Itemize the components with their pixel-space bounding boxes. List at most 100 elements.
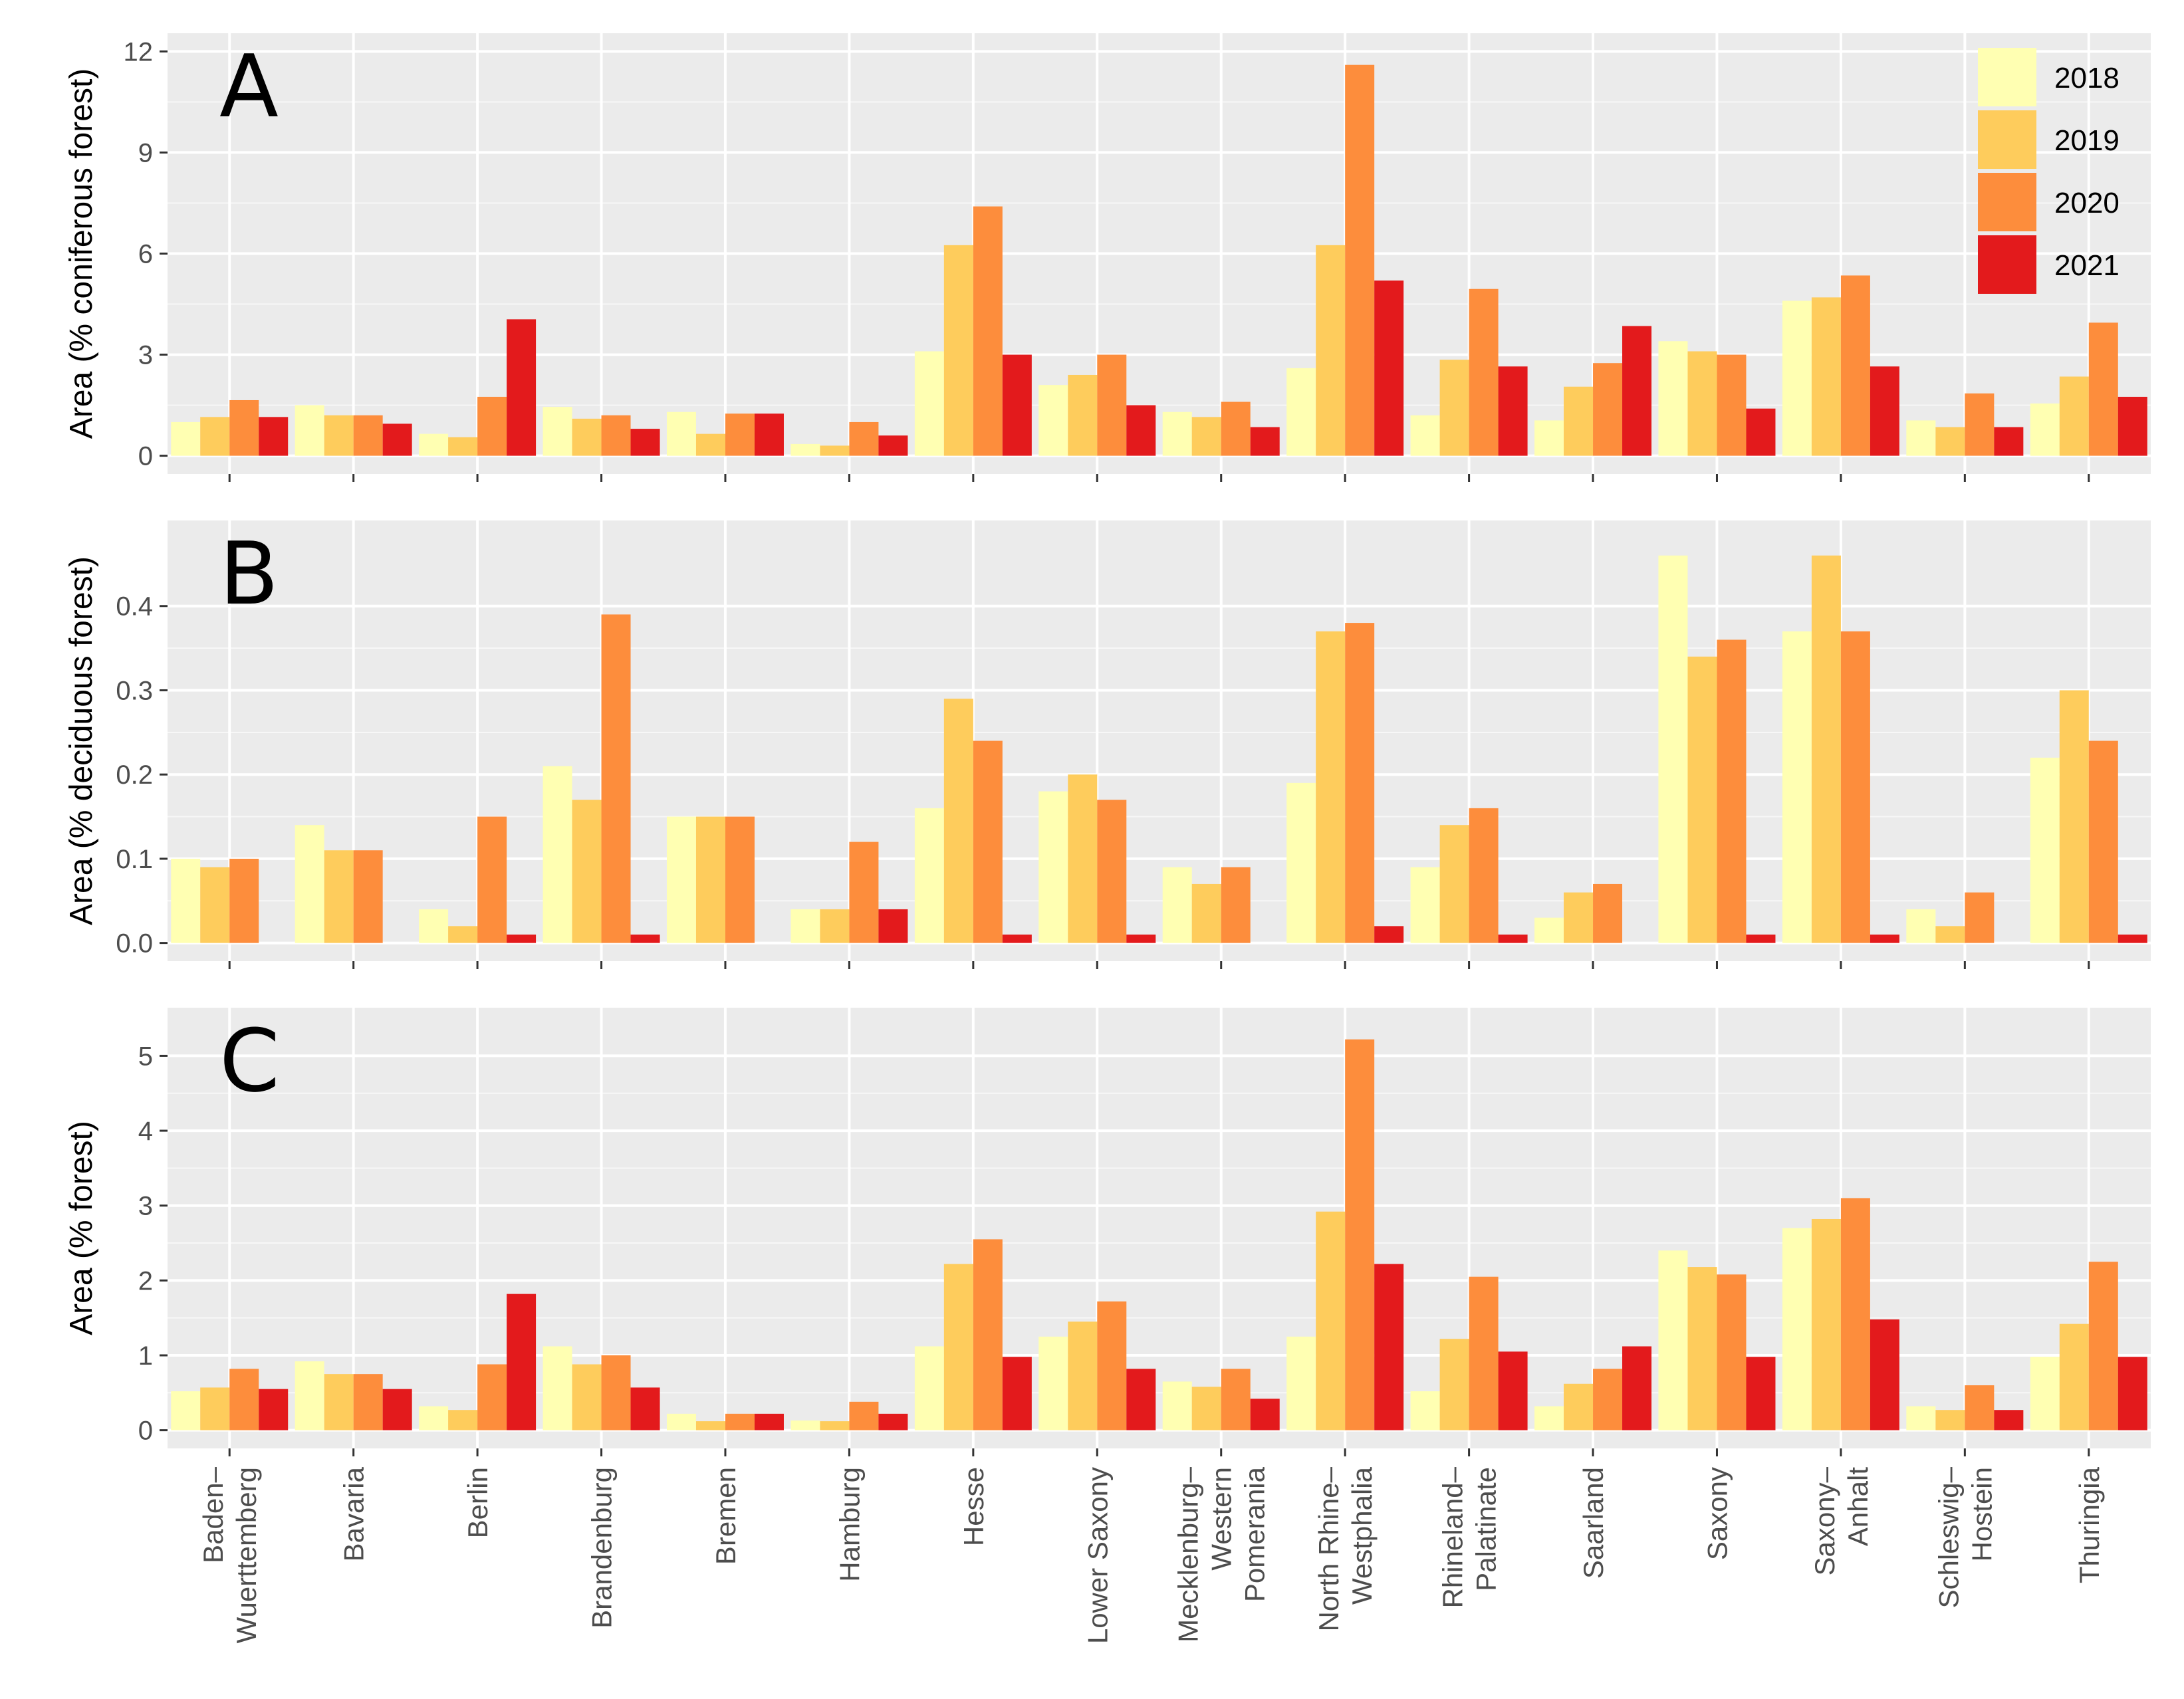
bar-2018-2	[419, 433, 449, 456]
bar-2021-14	[1994, 427, 2024, 456]
bar-2020-13	[1840, 275, 1870, 456]
y-axis-title: Area (% coniferous forest)	[64, 68, 99, 439]
panel-b: 0.0 0.1 0.2 0.3 0.4 Area (% deciduous forest)…	[64, 520, 2151, 969]
bar-2020-9	[1345, 64, 1375, 456]
bar-2019-11	[1564, 1383, 1594, 1430]
bar-2019-5	[820, 1421, 850, 1430]
bar-2021-1	[382, 423, 412, 456]
bar-2018-15	[2030, 1357, 2060, 1430]
bar-2019-2	[448, 1410, 478, 1430]
x-category-label: Lower Saxony	[1082, 1467, 1113, 1644]
x-tick-label: Bremen	[710, 1467, 741, 1565]
bar-2020-2	[477, 816, 507, 943]
bar-2021-3	[630, 934, 660, 943]
x-tick-label: Berlin	[462, 1467, 493, 1538]
bar-2020-11	[1593, 1369, 1623, 1430]
x-tick-label: Hamburg	[834, 1467, 865, 1582]
x-category-label: Bavaria	[338, 1466, 370, 1561]
bar-2018-14	[1906, 1406, 1936, 1430]
bar-2018-0	[171, 858, 201, 943]
bar-2019-8	[1191, 1387, 1221, 1430]
bar-2020-12	[1717, 354, 1747, 456]
bar-2018-14	[1906, 420, 1936, 456]
bar-2018-6	[914, 1346, 944, 1430]
bar-2020-10	[1469, 288, 1499, 456]
bar-2019-6	[943, 699, 973, 943]
bar-2018-3	[543, 407, 572, 456]
y-tick-label: 1	[138, 1341, 153, 1371]
x-tick-label: North Rhine–Westphalia	[1313, 1466, 1378, 1631]
bar-2019-1	[324, 850, 354, 943]
bar-2019-15	[2059, 376, 2089, 456]
legend-key-2020	[1978, 173, 2036, 231]
bar-2020-10	[1469, 1276, 1499, 1430]
x-tick-label: Lower Saxony	[1082, 1467, 1113, 1644]
bar-2020-14	[1965, 892, 1995, 943]
x-tick-label: Bavaria	[338, 1466, 370, 1561]
x-category-label: Saxony	[1701, 1467, 1733, 1560]
y-tick-label: 12	[124, 37, 154, 66]
legend-key-2021	[1978, 235, 2036, 294]
bar-2020-2	[477, 1364, 507, 1430]
bar-2021-12	[1746, 934, 1776, 943]
y-tick-label: 4	[138, 1117, 153, 1146]
x-category-label: Hesse	[958, 1467, 989, 1546]
legend-label: 2021	[2054, 249, 2120, 282]
bar-2018-15	[2030, 403, 2060, 456]
panel-letter: C	[219, 1010, 280, 1111]
bar-2021-2	[507, 319, 537, 456]
y-tick-label: 0.0	[116, 929, 153, 959]
x-category-label: Schleswig–Hostein	[1933, 1466, 1997, 1608]
bar-2020-4	[725, 1413, 755, 1430]
bar-2020-12	[1717, 639, 1747, 943]
x-category-label: Saarland	[1578, 1467, 1609, 1579]
bar-2019-13	[1811, 555, 1841, 943]
bar-2020-1	[353, 1374, 383, 1430]
bar-2018-11	[1534, 1406, 1564, 1430]
bar-2019-0	[200, 417, 230, 456]
bar-2018-8	[1162, 411, 1192, 456]
bar-2018-9	[1286, 1336, 1316, 1430]
y-tick-label: 9	[138, 138, 153, 168]
bar-2019-9	[1316, 245, 1346, 456]
bar-2020-0	[229, 1369, 259, 1430]
x-tick-label: Saxony–Anhalt	[1809, 1466, 1874, 1575]
bar-2021-2	[507, 1294, 537, 1430]
bar-2019-12	[1687, 351, 1717, 456]
bar-2018-4	[666, 1413, 696, 1430]
bar-2021-6	[1002, 1357, 1032, 1430]
bar-2020-1	[353, 415, 383, 456]
y-tick-label: 0.1	[116, 845, 153, 874]
bar-2021-9	[1374, 926, 1404, 943]
bar-2019-2	[448, 926, 478, 943]
bar-2021-15	[2118, 396, 2147, 456]
bar-2020-10	[1469, 808, 1499, 943]
y-tick-label: 5	[138, 1042, 153, 1071]
legend-key-2018	[1978, 48, 2036, 106]
bar-2019-0	[200, 1387, 230, 1430]
bar-2018-4	[666, 411, 696, 456]
bar-2021-7	[1126, 1369, 1156, 1430]
bar-2018-9	[1286, 782, 1316, 943]
bar-2018-3	[543, 1346, 572, 1430]
bar-2021-10	[1498, 1351, 1528, 1430]
bar-2021-8	[1250, 1399, 1280, 1430]
bar-2019-2	[448, 437, 478, 456]
bar-2018-3	[543, 766, 572, 943]
bar-2021-4	[754, 1413, 784, 1430]
bar-2018-13	[1782, 300, 1812, 456]
bar-2019-8	[1191, 883, 1221, 943]
bar-2020-5	[849, 421, 879, 456]
x-category-label: Bremen	[710, 1467, 741, 1565]
bar-2019-12	[1687, 656, 1717, 943]
bar-2018-15	[2030, 757, 2060, 943]
bar-2019-10	[1439, 825, 1469, 943]
bar-2018-2	[419, 1406, 449, 1430]
y-tick-label: 0	[138, 1416, 153, 1446]
bar-2018-11	[1534, 917, 1564, 943]
bar-2019-10	[1439, 360, 1469, 456]
bar-2021-0	[259, 1389, 289, 1430]
bar-2020-6	[973, 740, 1003, 943]
x-category-label: Thuringia	[2074, 1466, 2105, 1583]
